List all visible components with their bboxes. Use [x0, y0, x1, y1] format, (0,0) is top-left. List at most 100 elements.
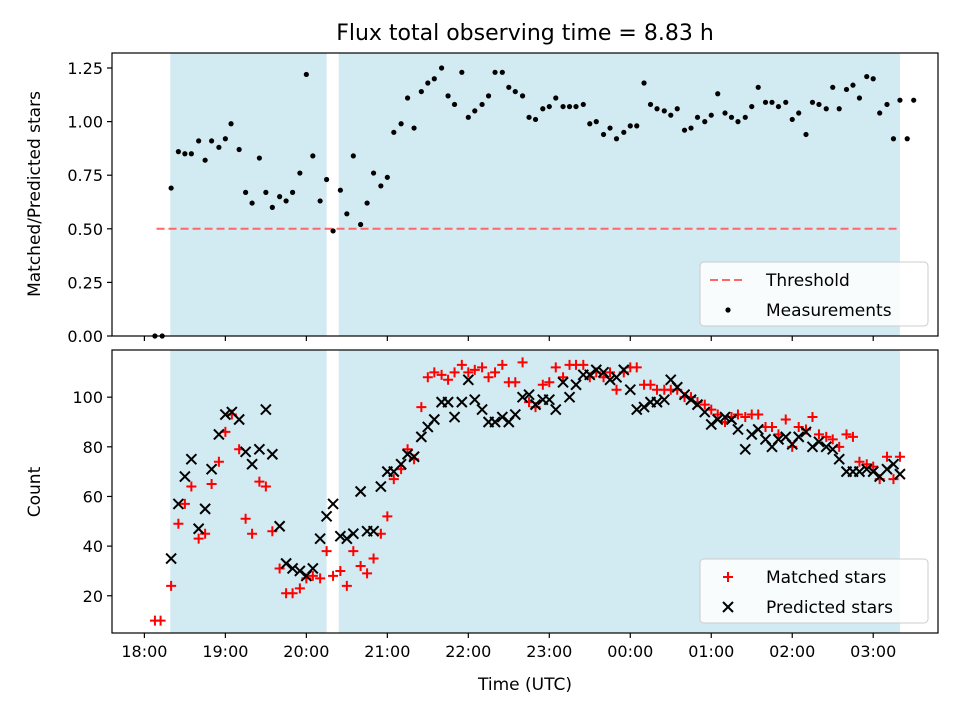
data-point — [806, 441, 819, 453]
data-point — [621, 129, 627, 135]
data-point — [354, 485, 367, 498]
data-point — [526, 114, 532, 120]
data-point — [712, 413, 724, 426]
data-point — [168, 185, 174, 191]
data-point — [388, 474, 399, 485]
data-point — [182, 151, 188, 157]
data-point — [853, 465, 866, 478]
top-panel-y-label: Matched/Predicted stars — [25, 91, 45, 297]
y-tick-label: 100 — [72, 388, 103, 407]
data-point — [314, 532, 326, 545]
data-point — [260, 403, 272, 416]
data-point — [287, 588, 298, 599]
data-point — [362, 568, 373, 579]
data-point — [188, 151, 194, 157]
data-point — [303, 71, 309, 78]
data-point — [850, 82, 856, 88]
data-point — [647, 101, 654, 108]
data-point — [175, 149, 182, 155]
data-point — [742, 114, 748, 120]
data-point — [847, 431, 858, 442]
data-point — [755, 84, 761, 90]
data-point — [715, 91, 721, 97]
data-point — [807, 412, 818, 423]
data-point — [459, 69, 465, 75]
data-point — [173, 518, 184, 529]
data-point — [375, 528, 386, 539]
data-point — [519, 93, 526, 99]
data-point — [668, 112, 674, 118]
observing-window-0 — [170, 350, 327, 633]
data-point — [699, 399, 710, 410]
data-point — [749, 103, 755, 110]
data-point — [186, 481, 197, 492]
plot-frame — [111, 52, 939, 337]
legend-swatch — [725, 307, 731, 313]
data-point — [550, 362, 561, 373]
data-point — [202, 157, 208, 163]
data-point — [418, 88, 424, 95]
data-point — [436, 369, 447, 380]
data-point — [537, 379, 548, 390]
data-point — [415, 431, 428, 443]
data-point — [864, 73, 870, 80]
x-tick-label: 19:00 — [202, 642, 248, 661]
data-point — [529, 398, 542, 411]
data-point — [877, 110, 883, 116]
data-point — [496, 411, 509, 423]
data-point — [485, 93, 492, 99]
data-point — [702, 119, 708, 125]
data-point — [681, 127, 688, 133]
data-point — [456, 396, 468, 408]
data-point — [364, 200, 370, 206]
data-point — [456, 359, 467, 370]
data-point — [477, 362, 488, 373]
data-point — [499, 69, 505, 75]
data-point — [613, 136, 620, 142]
data-point — [783, 99, 789, 105]
data-point — [654, 106, 660, 112]
data-point — [274, 563, 285, 574]
data-point — [600, 131, 607, 138]
top-panel: 0.00 0.25 0.50 0.75 1.00 1.25 Threshold Measure… — [67, 52, 939, 346]
y-tick-label: 40 — [83, 537, 103, 556]
data-point — [438, 65, 445, 71]
data-point — [344, 211, 350, 217]
data-point — [428, 413, 441, 426]
data-point — [490, 367, 501, 378]
data-point — [263, 189, 269, 195]
data-point — [605, 367, 616, 378]
data-point — [442, 396, 454, 408]
data-point — [638, 401, 650, 413]
data-point — [856, 95, 863, 101]
data-point — [228, 121, 234, 127]
data-point — [222, 136, 228, 142]
data-point — [631, 362, 642, 373]
data-point — [236, 146, 242, 153]
legend-label: Threshold — [765, 271, 850, 291]
data-point — [451, 101, 458, 108]
data-point — [472, 108, 478, 114]
bottom-panel: 20 40 60 80 100 18:00 19:00 20:00 21:00 22:00 23:0… — [72, 349, 939, 661]
y-tick-label: 1.25 — [67, 59, 103, 78]
data-point — [469, 393, 481, 406]
data-point — [404, 95, 411, 101]
data-point — [590, 364, 602, 376]
data-point — [179, 498, 190, 509]
data-point — [841, 429, 852, 440]
data-point — [445, 93, 451, 99]
data-point — [809, 99, 816, 105]
data-point — [341, 580, 352, 591]
data-point — [570, 379, 582, 391]
data-point — [375, 480, 387, 493]
data-point — [557, 376, 569, 388]
data-point — [402, 444, 413, 455]
data-point — [422, 372, 433, 383]
data-point — [449, 367, 460, 378]
data-point — [443, 374, 454, 385]
data-point — [728, 114, 735, 120]
data-point — [800, 426, 812, 438]
data-point — [192, 523, 205, 535]
data-point — [816, 101, 822, 108]
